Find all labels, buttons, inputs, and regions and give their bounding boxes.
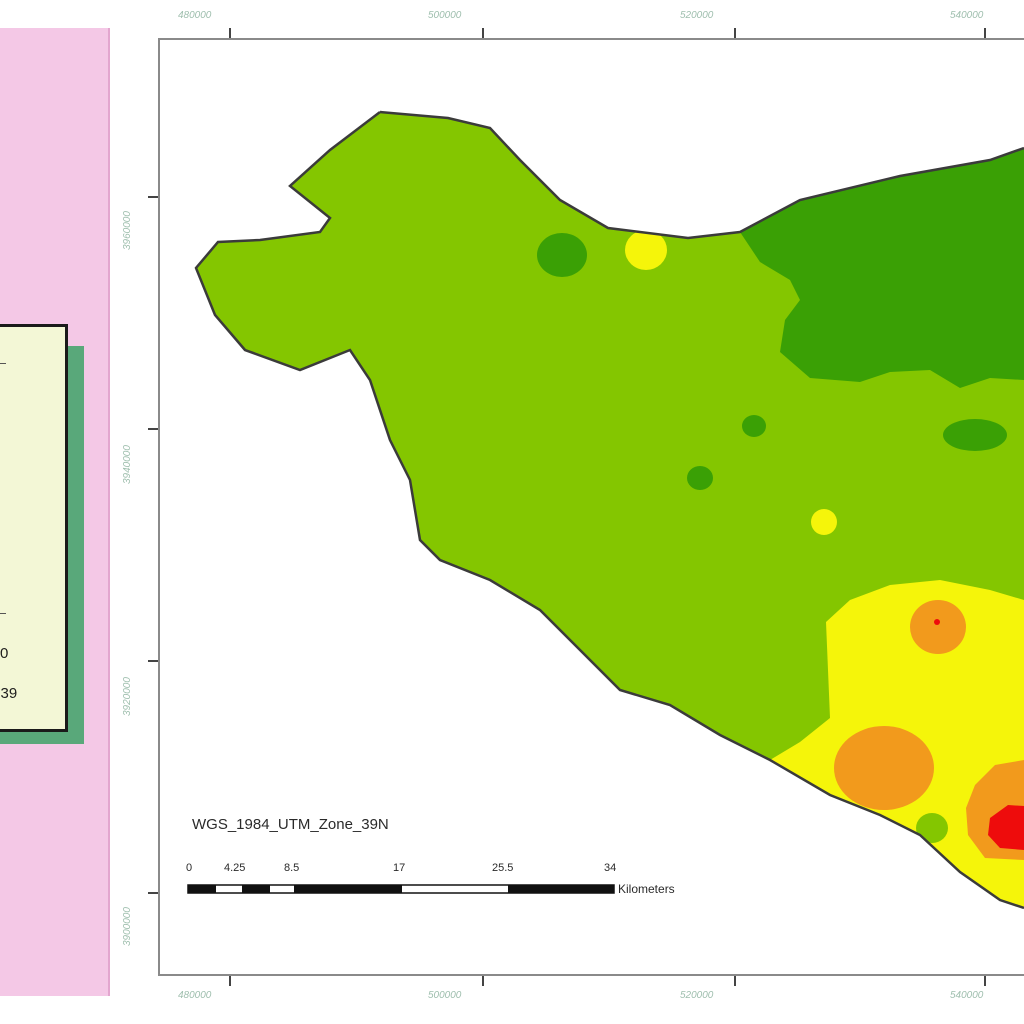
red-zone	[988, 805, 1024, 850]
scale-label: 25.5	[492, 862, 514, 874]
legend-box: 0 8.39	[0, 324, 68, 732]
dark-green-patch	[943, 419, 1007, 451]
dark-green-zone	[740, 140, 1024, 388]
light-green-patch	[916, 813, 948, 843]
scale-label: 17	[393, 862, 406, 874]
easting-label-top: 520000	[680, 10, 714, 21]
axis-tick	[148, 660, 158, 662]
dark-green-patch	[687, 466, 713, 490]
easting-label-bottom: 540000	[950, 990, 984, 1001]
legend-tick	[0, 363, 6, 364]
yellow-patch	[625, 230, 667, 270]
axis-tick	[148, 892, 158, 894]
legend-min-value: 0	[0, 645, 9, 662]
easting-label-top: 500000	[428, 10, 462, 21]
scale-label: 34	[604, 862, 617, 874]
scale-label: 0	[186, 862, 193, 874]
land-outline	[194, 110, 1024, 910]
axis-tick	[734, 28, 736, 38]
axis-tick	[148, 196, 158, 198]
axis-tick	[984, 976, 986, 986]
dark-green-patch	[742, 415, 766, 437]
scale-bar	[187, 884, 615, 894]
dark-green-patch	[537, 233, 587, 277]
axis-tick	[482, 28, 484, 38]
orange-patch	[834, 726, 934, 810]
orange-patch	[910, 600, 966, 654]
easting-label-top: 540000	[950, 10, 984, 21]
easting-label-bottom: 480000	[178, 990, 212, 1001]
red-patch	[934, 619, 940, 625]
northing-label: 3920000	[122, 677, 133, 716]
scale-label: 4.25	[224, 862, 246, 874]
projection-label: WGS_1984_UTM_Zone_39N	[192, 816, 389, 833]
legend-tick	[0, 613, 6, 614]
easting-label-bottom: 500000	[428, 990, 462, 1001]
axis-tick	[482, 976, 484, 986]
axis-tick	[229, 28, 231, 38]
axis-tick	[984, 28, 986, 38]
axis-tick	[229, 976, 231, 986]
northing-label: 3960000	[122, 211, 133, 250]
easting-label-bottom: 520000	[680, 990, 714, 1001]
northing-label: 3940000	[122, 445, 133, 484]
northing-label: 3900000	[122, 907, 133, 946]
axis-tick	[148, 428, 158, 430]
legend-max-value: 8.39	[0, 685, 18, 702]
easting-label-top: 480000	[178, 10, 212, 21]
yellow-patch	[811, 509, 837, 535]
scale-unit: Kilometers	[618, 882, 675, 896]
axis-tick	[734, 976, 736, 986]
scale-label: 8.5	[284, 862, 300, 874]
